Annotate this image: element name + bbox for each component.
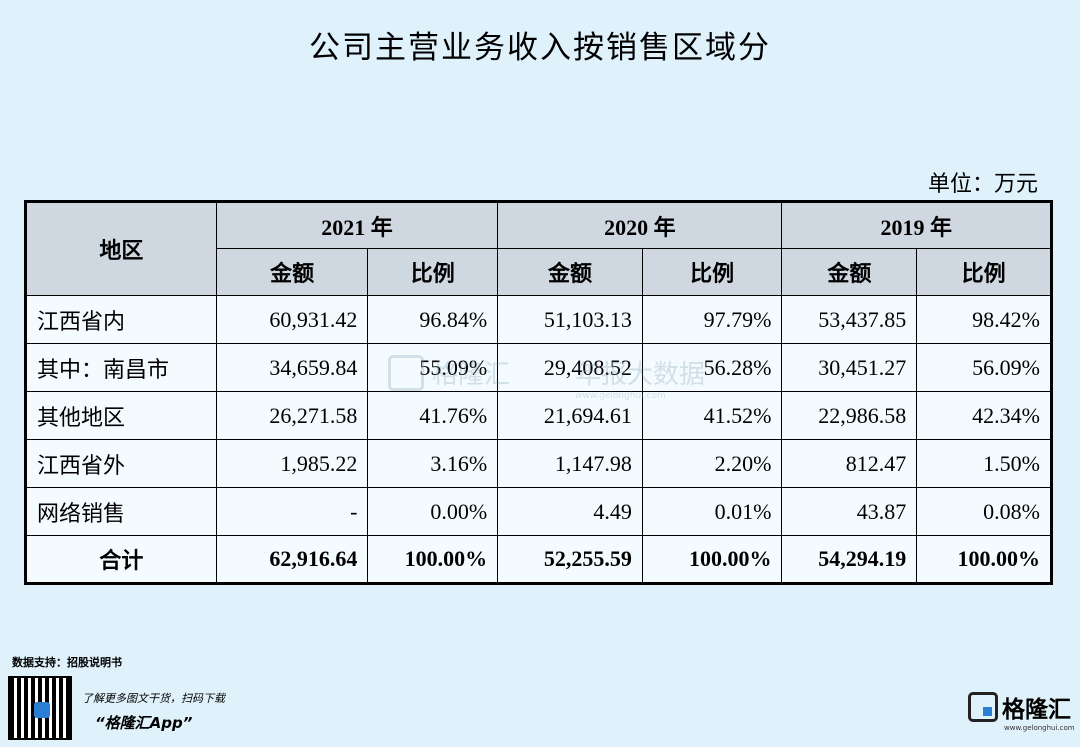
table-cell: 51,103.13 [497,295,643,344]
promo-line-2: “格隆汇App” [95,714,193,732]
table-cell: 98.42% [916,295,1052,344]
table-cell: 52,255.59 [497,535,643,584]
table-row: 江西省外 1,985.22 3.16% 1,147.98 2.20% 812.4… [25,439,1052,488]
table-cell: 62,916.64 [215,535,369,584]
source-note: 数据支持：招股说明书 [12,656,122,669]
logo-text: 格隆汇 [1002,697,1071,723]
row-label: 网络销售 [25,487,217,536]
table-cell: 21,694.61 [497,391,643,440]
row-label: 其他地区 [25,391,217,440]
year-header-2021: 2021 年 [215,201,499,249]
table-cell: 3.16% [367,439,499,488]
row-label: 合计 [25,535,217,584]
table-cell: - [215,487,369,536]
total-row: 合计 62,916.64 100.00% 52,255.59 100.00% 5… [25,535,1052,584]
revenue-table: 地区 2021 年 2020 年 2019 年 金额 比例 金额 比例 金额 比… [24,200,1053,585]
table-row: 江西省内 60,931.42 96.84% 51,103.13 97.79% 5… [25,295,1052,344]
table-cell: 30,451.27 [781,343,918,392]
table-cell: 56.28% [641,343,783,392]
promo-line-1: 了解更多图文干货，扫码下载 [82,692,225,705]
ratio-header: 比例 [367,248,499,296]
table-cell: 60,931.42 [215,295,369,344]
year-header-2019: 2019 年 [781,201,1052,249]
table-cell: 29,408.52 [497,343,643,392]
table-cell: 41.76% [367,391,499,440]
unit-label: 单位：万元 [927,172,1038,197]
table-row: 其他地区 26,271.58 41.76% 21,694.61 41.52% 2… [25,391,1052,440]
table-cell: 53,437.85 [781,295,918,344]
table-cell: 4.49 [497,487,643,536]
amount-header: 金额 [497,248,643,296]
amount-header: 金额 [215,248,369,296]
year-header-2020: 2020 年 [497,201,783,249]
table-cell: 56.09% [916,343,1052,392]
table-cell: 1,147.98 [497,439,643,488]
amount-header: 金额 [781,248,918,296]
ratio-header: 比例 [916,248,1052,296]
ratio-header: 比例 [641,248,783,296]
table-cell: 100.00% [367,535,499,584]
header-row-years: 地区 2021 年 2020 年 2019 年 [25,201,1052,296]
table-cell: 100.00% [641,535,783,584]
table-row: 网络销售 - 0.00% 4.49 0.01% 43.87 0.08% [25,487,1052,536]
table-cell: 100.00% [916,535,1052,584]
table-cell: 22,986.58 [781,391,918,440]
table-cell: 41.52% [641,391,783,440]
watermark-text: 年报大数据 www.gelonghui.com [575,360,706,401]
table-cell: 54,294.19 [781,535,918,584]
table-row: 其中：南昌市 34,659.84 55.09% 29,408.52 56.28%… [25,343,1052,392]
qr-code-icon [8,676,72,740]
table-cell: 55.09% [367,343,499,392]
header-row-sub: 金额 比例 金额 比例 金额 比例 [26,248,1052,296]
table-cell: 1.50% [916,439,1052,488]
table-cell: 42.34% [916,391,1052,440]
table-cell: 0.08% [916,487,1052,536]
page-title: 公司主营业务收入按销售区域分 [309,30,771,66]
table-cell: 0.00% [367,487,499,536]
table-cell: 26,271.58 [215,391,369,440]
logo-icon [968,692,998,722]
table-cell: 812.47 [781,439,918,488]
brand-logo: 格隆汇 [968,690,1071,724]
logo-url: www.gelonghui.com [1004,724,1075,732]
row-label: 江西省内 [25,295,217,344]
table-cell: 2.20% [641,439,783,488]
table-cell: 34,659.84 [215,343,369,392]
table-cell: 96.84% [367,295,499,344]
table-cell: 0.01% [641,487,783,536]
watermark-url: www.gelonghui.com [575,391,666,401]
table-cell: 1,985.22 [215,439,369,488]
row-label: 其中：南昌市 [25,343,217,392]
region-header: 地区 [25,201,217,296]
row-label: 江西省外 [25,439,217,488]
table-cell: 43.87 [781,487,918,536]
table-cell: 97.79% [641,295,783,344]
